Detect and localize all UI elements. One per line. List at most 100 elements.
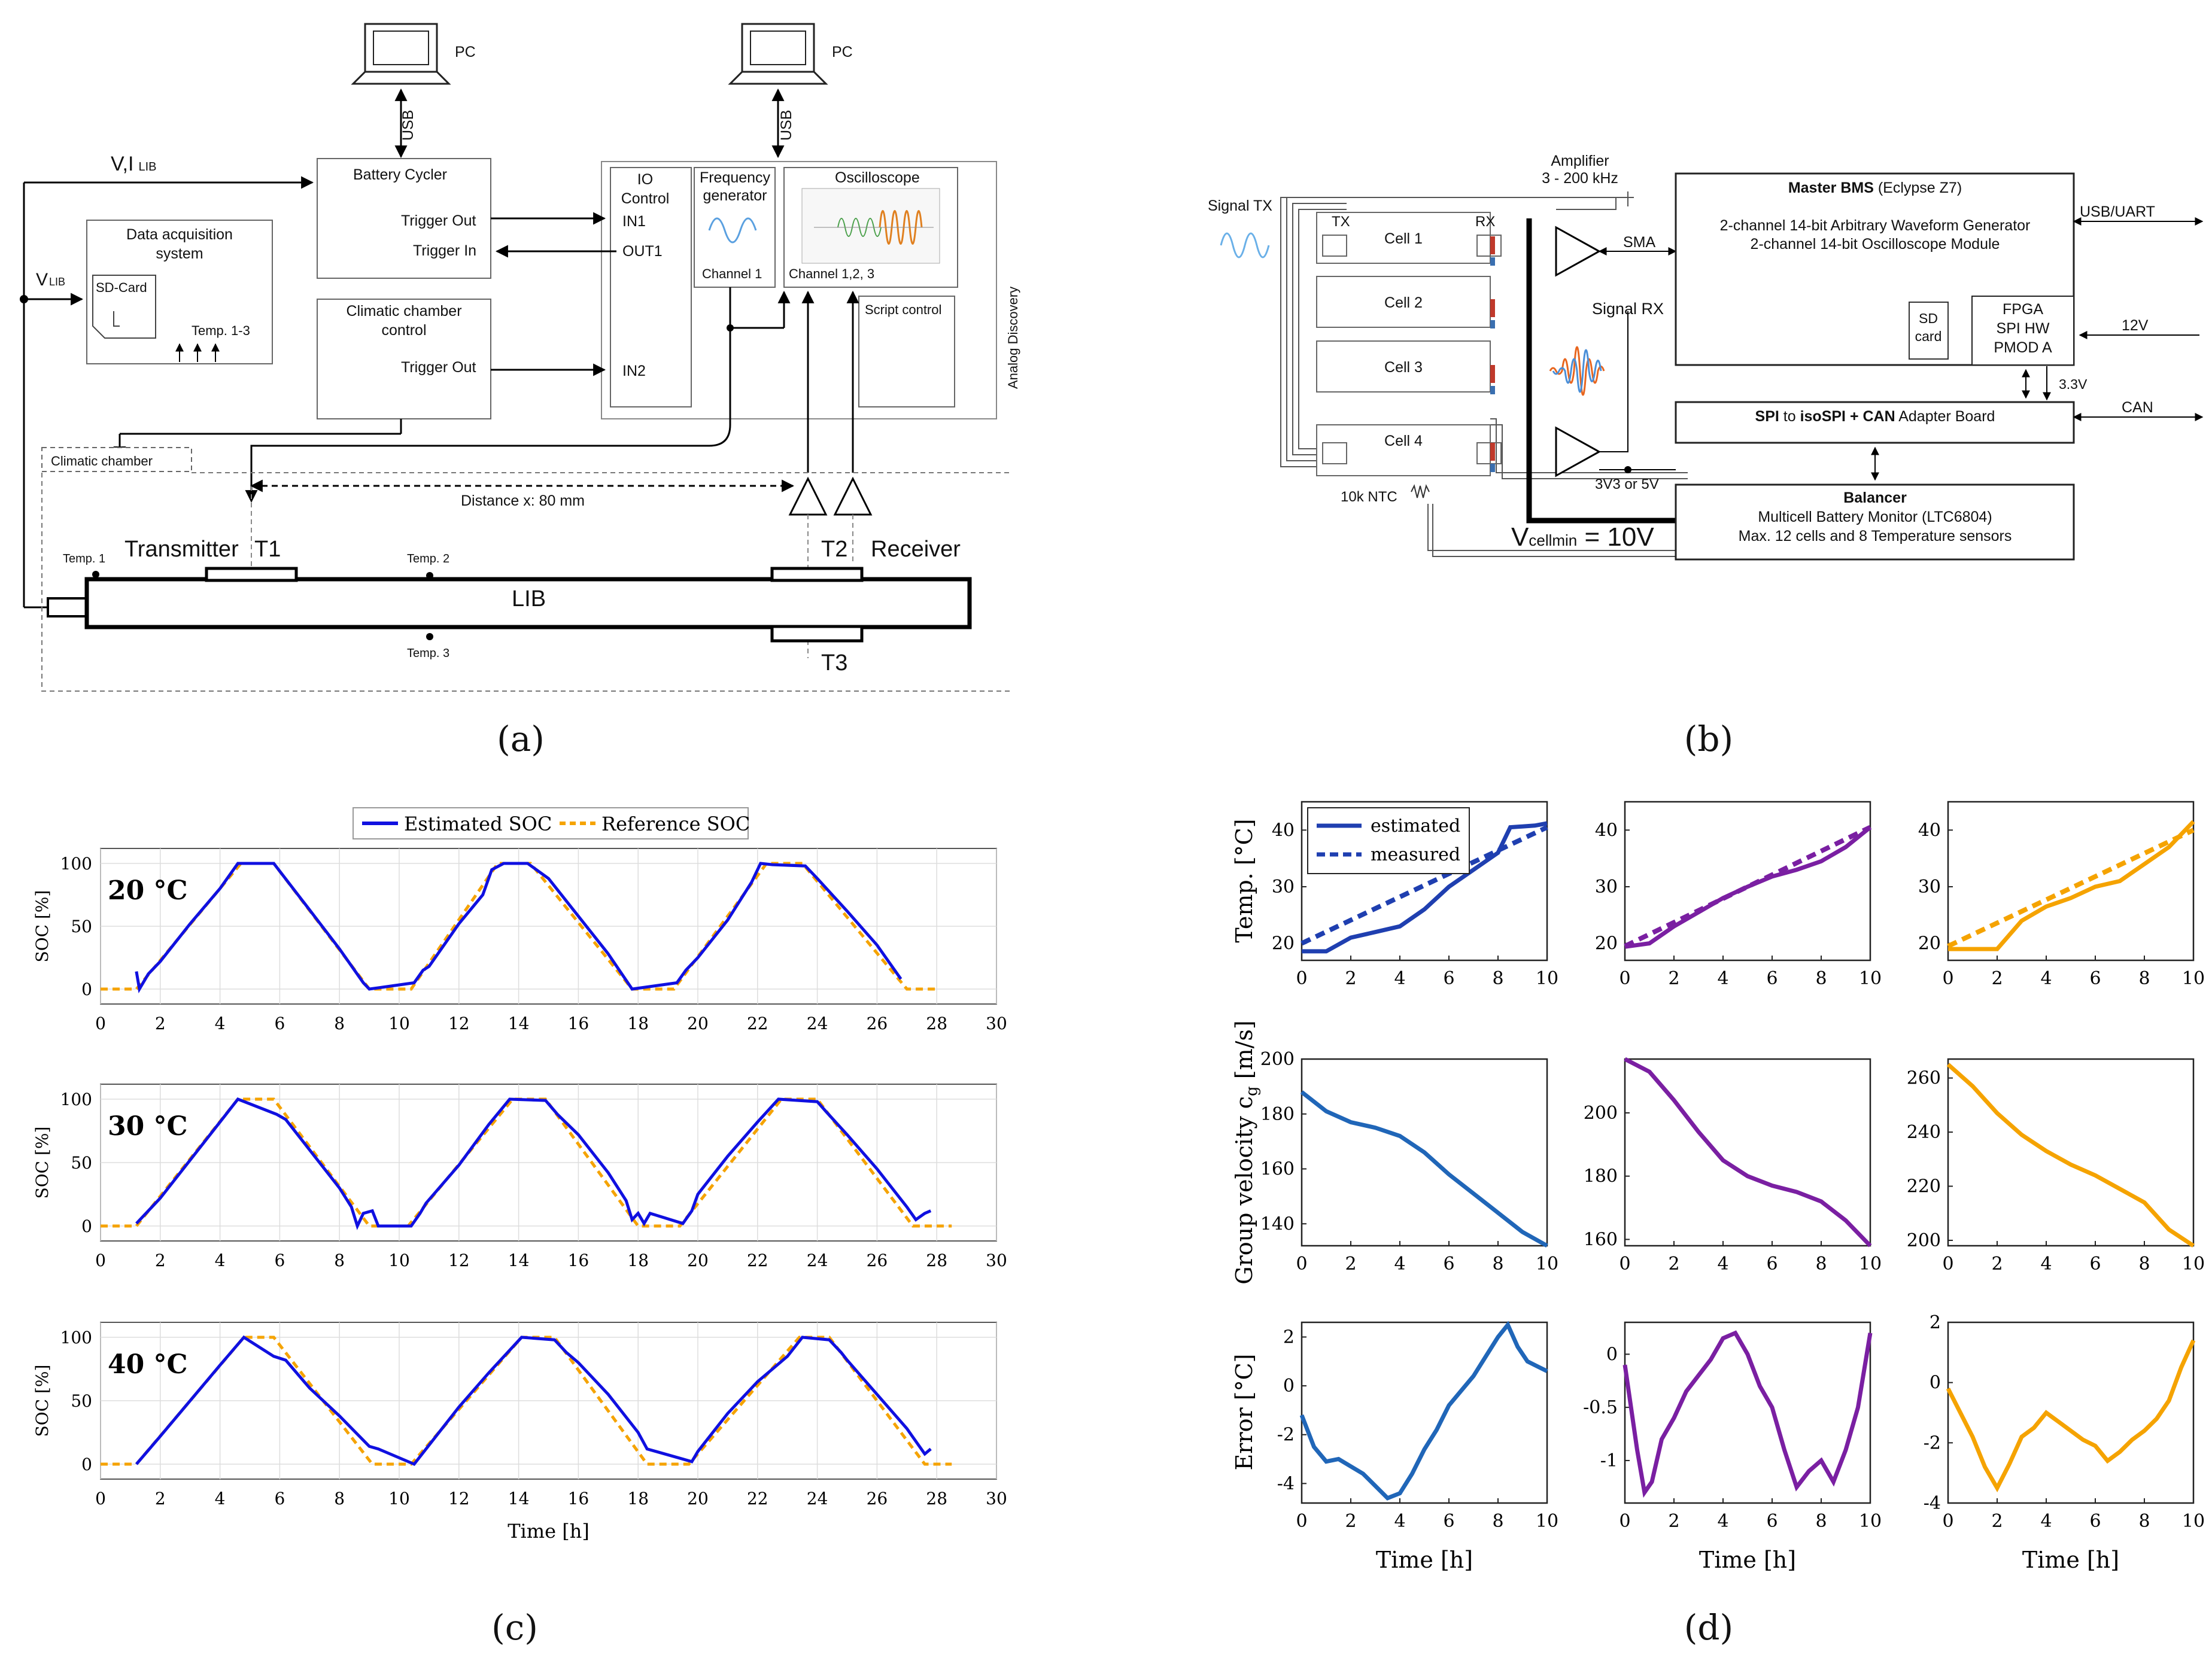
x-tick-label: 2 [1668, 1511, 1679, 1532]
y-tick-label: 30 [1918, 877, 1941, 898]
balancer-label: Balancer [1843, 489, 1907, 506]
x-tick-label: 4 [1394, 1511, 1405, 1532]
fpga-label: FPGA [2003, 301, 2043, 318]
y-tick-label: -4 [1277, 1473, 1295, 1494]
y-label-group-velocity: Group velocity cg [m/s] [1231, 1020, 1261, 1285]
x-tick-label: 18 [627, 1014, 649, 1033]
vcellmin-label: Vcellmin = 10V [1511, 522, 1654, 552]
transmitter-label: Transmitter [124, 537, 239, 562]
x-tick-label: 24 [807, 1489, 828, 1508]
subplot-error-1: 0 2 4 6 8 10 -1 -0.5 0 [1583, 1321, 1882, 1532]
x-tick-label: 4 [2040, 968, 2052, 989]
x-tick-label: 26 [867, 1251, 888, 1270]
x-tick-label: 2 [1991, 1511, 2003, 1532]
x-tick-label: 28 [926, 1489, 947, 1508]
x-tick-label: 2 [1991, 968, 2003, 989]
caption-c: (c) [491, 1607, 538, 1648]
x-tick-label: 6 [2089, 1254, 2101, 1274]
master-bms-label: Master BMS (Eclypse Z7) [1788, 180, 1962, 196]
x-axis-label-0: Time [h] [1376, 1547, 1473, 1573]
x-tick-label: 0 [95, 1251, 106, 1270]
x-tick-label: 10 [1536, 1254, 1558, 1274]
sine-wave-icon [708, 217, 757, 244]
x-tick-label: 18 [627, 1251, 649, 1270]
usb-left-label: USB [400, 110, 417, 141]
x-tick-label: 6 [1443, 1511, 1454, 1532]
x-tick-label: 8 [334, 1014, 345, 1033]
x-tick-label: 2 [1668, 1254, 1679, 1274]
y-tick-label: 40 [1272, 820, 1295, 841]
y-label-gv-sub: g [1243, 1086, 1261, 1096]
channels-label: Channel 1,2, 3 [789, 266, 874, 281]
caption-d: (d) [1684, 1607, 1733, 1648]
rx-amplifier-1-icon [1555, 226, 1602, 277]
measured-line [1947, 828, 2195, 948]
y-tick-label: 20 [1595, 933, 1618, 954]
y-tick-label: 0 [81, 979, 92, 999]
y-tick-label: 0 [1283, 1376, 1295, 1397]
x-tick-label: 16 [568, 1489, 590, 1508]
spi-adapter-box [1675, 401, 2075, 444]
y-tick-label: 30 [1595, 877, 1618, 898]
x-tick-label: 4 [215, 1251, 226, 1270]
y-axis-label: SOC [%] [32, 1365, 52, 1437]
subplot-error-2: 0 2 4 6 8 10 -4 -2 0 2 [1924, 1312, 2205, 1532]
climatic-control-box [317, 299, 491, 419]
temperature-label: 30 °C [108, 1111, 188, 1142]
x-tick-label: 30 [986, 1489, 1007, 1508]
estimated-soc-line [135, 1097, 932, 1230]
signal-rx-wave-icon [1549, 346, 1605, 396]
amplifier-label-1: Amplifier [1551, 153, 1609, 169]
y-axis-label: SOC [%] [32, 890, 52, 963]
subplot-temperature-2: 0 2 4 6 8 10 20 30 40 [1918, 801, 2205, 989]
v-lib-label: V LIB [36, 270, 65, 290]
freq-gen-label-2: generator [703, 187, 767, 204]
y-tick-label: -2 [1277, 1425, 1295, 1446]
x-tick-label: 8 [334, 1251, 345, 1270]
temperature-label: 20 °C [108, 875, 188, 906]
plot-frame [1947, 1058, 2195, 1247]
channel-1-label: Channel 1 [702, 266, 762, 281]
in1-label: IN1 [622, 213, 646, 230]
x-tick-label: 10 [2182, 1511, 2205, 1532]
x-tick-label: 6 [1766, 1511, 1778, 1532]
sd-label-1: SD [1919, 311, 1938, 326]
plot-frame [1301, 1321, 1548, 1504]
io-label-2: Control [621, 190, 670, 207]
x-tick-label: 8 [1492, 1511, 1503, 1532]
subplot-group_velocity-2: 0 2 4 6 8 10 200 220 240 260 [1907, 1058, 2205, 1274]
oscilloscope-label: Oscilloscope [835, 169, 920, 186]
daq-title-1: Data acquisition [126, 226, 233, 243]
x-tick-label: 8 [334, 1489, 345, 1508]
cell-2 [1316, 276, 1491, 328]
y-tick-label: 200 [1260, 1049, 1295, 1070]
measured-line [1301, 825, 1548, 946]
x-tick-label: 8 [2138, 1254, 2150, 1274]
climatic-chamber-boundary [41, 473, 1011, 692]
x-tick-label: 20 [687, 1251, 709, 1270]
x-tick-label: 22 [747, 1489, 768, 1508]
y-tick-label: 100 [60, 1328, 92, 1347]
legend-box [353, 807, 749, 839]
panel-a-setup-diagram: PC USB PC USB Battery Cycler Trigger Out… [20, 23, 1020, 692]
x-tick-label: 0 [1942, 968, 1953, 989]
in2-label: IN2 [622, 363, 646, 379]
battery-cycler-box [317, 158, 491, 279]
x-tick-label: 18 [627, 1489, 649, 1508]
y-tick-label: 220 [1907, 1176, 1941, 1197]
receiver-label: Receiver [871, 537, 961, 562]
x-tick-label: 28 [926, 1014, 947, 1033]
x-tick-label: 0 [95, 1489, 106, 1508]
ntc-label: 10k NTC [1341, 489, 1397, 505]
daq-title-2: system [156, 245, 203, 262]
x-tick-label: 4 [215, 1489, 226, 1508]
x-axis-label: Time [h] [508, 1520, 590, 1543]
y-tick-label: 180 [1584, 1166, 1618, 1187]
cell-stack: Cell 1 Cell 2 Cell 3 Cell 4 TX RX [1316, 212, 1502, 476]
x-tick-label: 6 [1766, 968, 1778, 989]
y-tick-label: 260 [1907, 1068, 1941, 1089]
x-tick-label: 4 [1717, 968, 1728, 989]
x-tick-label: 6 [1443, 1254, 1454, 1274]
